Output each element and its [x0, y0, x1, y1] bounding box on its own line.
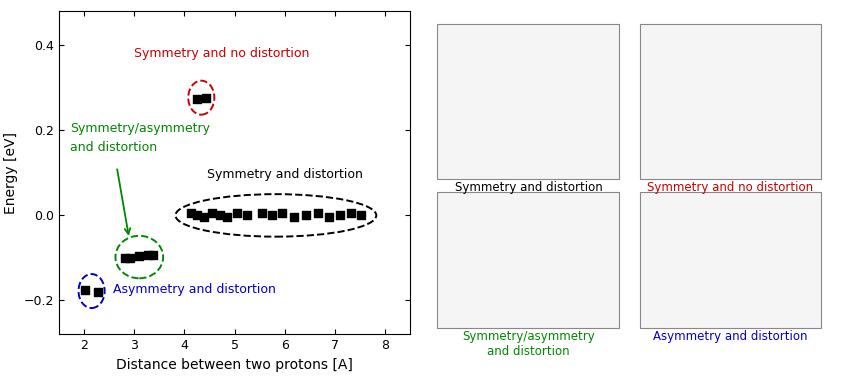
Text: Symmetry/asymmetry: Symmetry/asymmetry: [70, 122, 210, 135]
Point: [287, 214, 301, 220]
Text: Symmetry and distortion: Symmetry and distortion: [207, 168, 363, 180]
Point: [241, 212, 254, 218]
Point: [221, 214, 234, 220]
Point: [92, 289, 105, 295]
Text: Symmetry and no distortion: Symmetry and no distortion: [134, 47, 310, 60]
Point: [119, 255, 132, 261]
FancyBboxPatch shape: [640, 192, 822, 328]
Point: [184, 210, 197, 216]
Point: [275, 210, 289, 216]
Point: [190, 212, 204, 218]
Point: [197, 214, 210, 220]
Text: Asymmetry and distortion: Asymmetry and distortion: [113, 283, 276, 296]
Point: [199, 95, 212, 101]
Point: [344, 210, 358, 216]
Point: [213, 212, 226, 218]
Point: [354, 212, 368, 218]
Point: [147, 252, 160, 258]
Point: [311, 210, 324, 216]
Point: [322, 214, 336, 220]
X-axis label: Distance between two protons [A]: Distance between two protons [A]: [116, 358, 353, 372]
Point: [256, 210, 269, 216]
Text: Symmetry/asymmetry
and distortion: Symmetry/asymmetry and distortion: [462, 329, 594, 358]
Point: [333, 212, 347, 218]
Point: [78, 287, 92, 293]
Point: [299, 212, 312, 218]
FancyBboxPatch shape: [438, 24, 620, 179]
Text: Symmetry and no distortion: Symmetry and no distortion: [647, 181, 813, 194]
Text: and distortion: and distortion: [70, 141, 157, 154]
Text: Asymmetry and distortion: Asymmetry and distortion: [653, 329, 807, 342]
Y-axis label: Energy [eV]: Energy [eV]: [4, 132, 19, 214]
Point: [231, 210, 244, 216]
Point: [205, 210, 219, 216]
Text: Symmetry and distortion: Symmetry and distortion: [455, 181, 602, 194]
Point: [141, 252, 155, 258]
Point: [132, 253, 146, 259]
Point: [190, 95, 204, 101]
FancyBboxPatch shape: [438, 192, 620, 328]
Point: [265, 212, 279, 218]
Point: [124, 255, 137, 261]
FancyBboxPatch shape: [640, 24, 822, 179]
